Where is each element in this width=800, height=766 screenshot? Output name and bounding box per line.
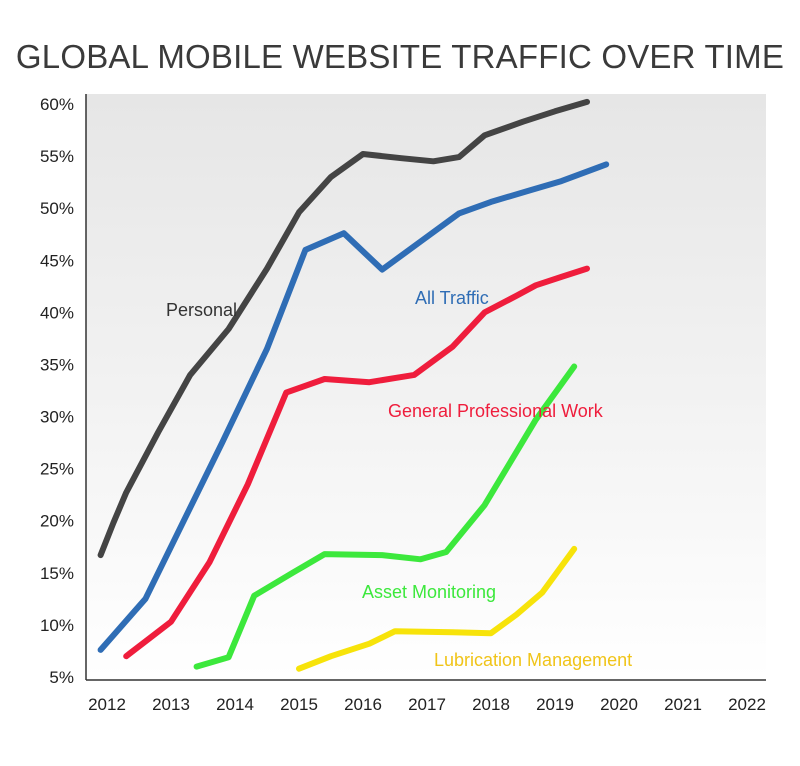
- x-tick-label: 2022: [728, 695, 766, 714]
- series-label: Lubrication Management: [434, 650, 632, 670]
- x-tick-label: 2013: [152, 695, 190, 714]
- chart-title: GLOBAL MOBILE WEBSITE TRAFFIC OVER TIME: [15, 38, 785, 75]
- series-line-asset-monitoring: [193, 363, 578, 670]
- series-label: All Traffic: [415, 288, 489, 308]
- series-line-all-traffic: [97, 161, 610, 653]
- y-tick-label: 15%: [40, 564, 74, 583]
- y-tick-label: 50%: [40, 199, 74, 218]
- y-tick-label: 10%: [40, 616, 74, 635]
- y-tick-label: 45%: [40, 251, 74, 270]
- y-tick-label: 25%: [40, 460, 74, 479]
- y-tick-label: 40%: [40, 303, 74, 322]
- y-tick-label: 60%: [40, 95, 74, 114]
- y-tick-label: 5%: [49, 668, 74, 687]
- series-lines: [97, 98, 610, 672]
- series-line-personal: [97, 98, 590, 559]
- x-tick-label: 2014: [216, 695, 254, 714]
- x-tick-label: 2017: [408, 695, 446, 714]
- series-line-general-professional-work: [123, 265, 590, 660]
- x-tick-label: 2021: [664, 695, 702, 714]
- y-tick-label: 55%: [40, 147, 74, 166]
- x-tick-label: 2018: [472, 695, 510, 714]
- x-tick-label: 2015: [280, 695, 318, 714]
- y-tick-label: 30%: [40, 408, 74, 427]
- x-axis-ticks: 2012 2013 2014 2015 2016 2017 2018 2019 2020 2021…: [88, 695, 766, 714]
- y-tick-label: 20%: [40, 512, 74, 531]
- x-tick-label: 2020: [600, 695, 638, 714]
- series-label: Personal: [166, 300, 237, 320]
- y-axis-ticks: 60% 55% 50% 45% 40% 35% 30% 25% 20% 15% 10% 5%: [40, 95, 74, 687]
- series-line-lubrication-management: [296, 545, 578, 672]
- series-label: Asset Monitoring: [362, 582, 496, 602]
- series-label: General Professional Work: [388, 401, 604, 421]
- x-tick-label: 2016: [344, 695, 382, 714]
- x-tick-label: 2019: [536, 695, 574, 714]
- series-labels: Personal All Traffic General Professional …: [166, 288, 632, 670]
- x-tick-label: 2012: [88, 695, 126, 714]
- y-tick-label: 35%: [40, 355, 74, 374]
